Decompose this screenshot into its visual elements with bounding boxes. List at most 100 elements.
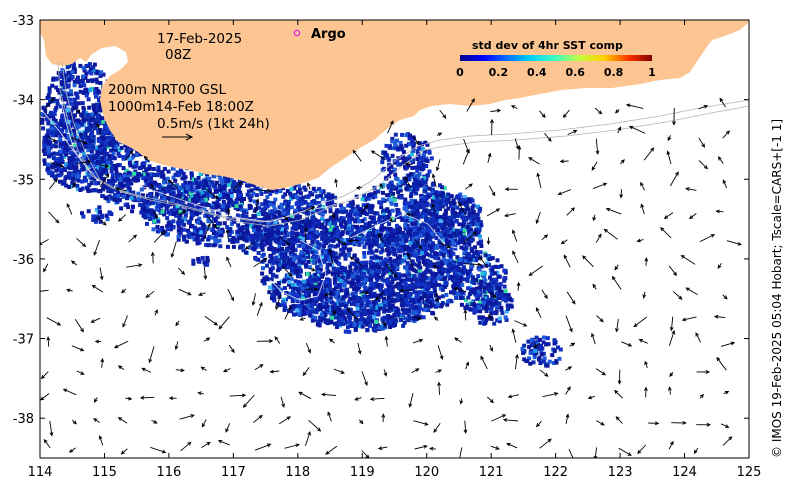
sst-cell [78, 63, 83, 68]
sst-cell [75, 172, 80, 177]
sst-cell [369, 294, 374, 299]
sst-cell [430, 280, 434, 285]
sst-cell [371, 327, 376, 332]
sst-cell [381, 267, 386, 272]
sst-cell [261, 252, 266, 257]
sst-cell [265, 220, 270, 225]
sst-cell [375, 258, 380, 263]
sst-cell [59, 119, 64, 124]
sst-cell [194, 199, 199, 204]
sst-cell [46, 121, 51, 126]
sst-cell [96, 114, 100, 119]
sst-cell [434, 224, 439, 229]
sst-cell [291, 282, 295, 287]
sst-cell [403, 204, 408, 209]
sst-cell [121, 166, 126, 171]
sst-cell [66, 84, 71, 89]
sst-cell [469, 246, 474, 251]
sst-cell [462, 232, 467, 237]
sst-cell [339, 321, 344, 326]
sst-cell [62, 154, 67, 159]
sst-cell [391, 317, 396, 322]
sst-cell [279, 202, 284, 207]
sst-cell [129, 181, 134, 186]
sst-cell [107, 142, 112, 147]
sst-cell [47, 149, 52, 154]
sst-cell [373, 324, 378, 328]
sst-cell [434, 190, 439, 195]
sst-cell [444, 268, 449, 273]
sst-cell [52, 112, 57, 116]
sst-cell [308, 190, 313, 195]
sst-cell [373, 194, 378, 199]
sst-cell [155, 190, 160, 195]
sst-cell [354, 275, 359, 280]
sst-cell [133, 169, 138, 174]
sst-cell [352, 297, 357, 302]
sst-cell [317, 292, 322, 297]
sst-cell [455, 205, 460, 210]
sst-cell [362, 244, 367, 249]
sst-cell [391, 247, 396, 252]
sst-cell [343, 329, 348, 334]
sst-cell [450, 214, 455, 219]
sst-cell [76, 142, 81, 147]
sst-cell [321, 316, 326, 321]
sst-cell [343, 304, 348, 308]
sst-cell [414, 314, 419, 319]
sst-cell [357, 242, 362, 247]
sst-cell [110, 181, 115, 186]
sst-cell [126, 170, 131, 175]
sst-cell [194, 234, 199, 239]
sst-cell [330, 305, 335, 310]
sst-cell [297, 312, 302, 317]
sst-cell [377, 217, 382, 222]
sst-cell [99, 130, 104, 135]
sst-cell [445, 302, 450, 307]
sst-cell [401, 238, 406, 243]
sst-cell [138, 152, 143, 157]
sst-cell [352, 287, 357, 291]
sst-cell [252, 225, 257, 230]
sst-cell [402, 206, 407, 211]
sst-cell [300, 296, 305, 301]
sst-cell [110, 176, 115, 181]
sst-cell [250, 218, 255, 223]
sst-cell [327, 285, 332, 290]
sst-cell [302, 305, 307, 310]
sst-cell [183, 213, 188, 218]
sst-cell [403, 289, 408, 294]
sst-cell [359, 299, 364, 304]
sst-cell [50, 165, 55, 170]
sst-cell [380, 261, 384, 266]
sst-cell [115, 163, 120, 168]
sst-cell [220, 178, 225, 183]
sst-cell [426, 194, 431, 199]
sst-cell [71, 114, 76, 119]
sst-cell [225, 225, 230, 230]
sst-cell [301, 288, 306, 293]
sst-cell [98, 81, 103, 85]
sst-cell [317, 242, 322, 247]
sst-cell [121, 155, 126, 160]
sst-cell [54, 160, 59, 165]
sst-cell [125, 152, 130, 157]
sst-cell [93, 188, 98, 193]
sst-cell [106, 160, 111, 165]
sst-cell [195, 227, 200, 232]
sst-cell [160, 189, 165, 194]
sst-cell [136, 191, 141, 196]
sst-cell [291, 257, 296, 262]
sst-cell [336, 319, 341, 323]
sst-cell [337, 218, 342, 223]
sst-cell [127, 186, 132, 191]
sst-cell [382, 278, 387, 283]
sst-cell [440, 301, 445, 305]
sst-cell [282, 286, 287, 290]
sst-cell [310, 230, 315, 235]
sst-cell [340, 232, 345, 237]
sst-cell [323, 225, 328, 230]
sst-cell [290, 226, 295, 231]
sst-cell [385, 229, 390, 234]
sst-cell [248, 245, 253, 250]
